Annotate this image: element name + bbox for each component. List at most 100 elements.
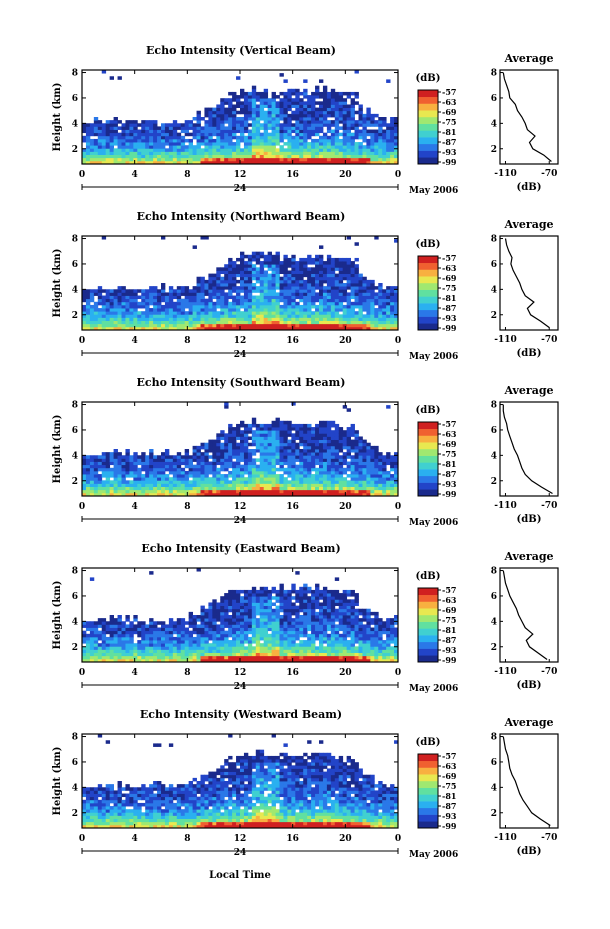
heatmap-cell (157, 138, 162, 143)
heatmap-cell (362, 445, 367, 450)
heatmap-cell (208, 308, 213, 312)
heatmap-cell (350, 320, 355, 325)
heatmap-cell (263, 483, 269, 487)
heatmap-cell (89, 474, 95, 478)
heatmap-cell (224, 615, 229, 619)
heatmap-cell (204, 452, 209, 456)
heatmap-cell (224, 596, 229, 600)
heatmap-cell (287, 138, 292, 143)
heatmap-cell (303, 270, 308, 274)
heatmap-cell (263, 117, 269, 121)
heatmap-cell (370, 132, 375, 137)
heatmap-cell (93, 148, 99, 152)
heatmap-cell (93, 636, 99, 641)
heatmap-cell (267, 467, 272, 472)
heatmap-cell (338, 449, 344, 453)
heatmap-cell (334, 101, 340, 105)
heatmap-cell (362, 458, 367, 462)
heatmap-cell (228, 483, 233, 487)
heatmap-cell (247, 160, 253, 165)
heatmap-cell (157, 658, 162, 663)
heatmap-cell (303, 120, 308, 124)
heatmap-cell (279, 323, 284, 328)
heatmap-cell (228, 270, 233, 274)
heatmap-cell (307, 113, 312, 118)
heatmap-cell (192, 311, 197, 315)
heatmap-cell (97, 298, 103, 303)
heatmap-cell (180, 455, 186, 459)
heatmap-cell (240, 301, 245, 306)
heatmap-cell (232, 304, 237, 309)
heatmap-cell (137, 458, 142, 462)
heatmap-cell (89, 658, 95, 663)
heatmap-cell (137, 323, 142, 328)
heatmap-cell (212, 148, 217, 152)
heatmap-cell (394, 157, 399, 162)
heatmap-cell (89, 483, 95, 487)
heatmap-cell (168, 320, 174, 325)
heatmap-cell (145, 633, 150, 638)
heatmap-cell (319, 442, 324, 447)
heatmap-cell (358, 445, 363, 450)
heatmap-cell (307, 467, 312, 472)
heatmap-cell (307, 470, 312, 475)
heatmap-cell (236, 257, 241, 262)
heatmap-cell (172, 464, 178, 469)
heatmap-cell (311, 433, 316, 437)
heatmap-cell (157, 630, 162, 635)
heatmap-cell (378, 123, 383, 127)
heatmap-cell (342, 151, 348, 155)
heatmap-cell (157, 464, 162, 469)
profile-x-tick-label: -70 (541, 335, 557, 345)
heatmap-cell (196, 138, 201, 143)
heatmap-cell (303, 486, 308, 491)
heatmap-cell (354, 145, 359, 149)
heatmap-cell (334, 474, 340, 478)
heatmap-cell (366, 455, 371, 459)
heatmap-cell (247, 308, 253, 312)
heatmap-cell (275, 492, 280, 497)
heatmap-cell (259, 423, 265, 428)
heatmap-cell (232, 107, 237, 112)
heatmap-cell (295, 323, 300, 328)
heatmap-cell (216, 633, 221, 638)
heatmap-cell (259, 267, 265, 271)
heatmap-cell (109, 320, 114, 325)
heatmap-cell (394, 492, 399, 497)
heatmap-cell (145, 304, 150, 309)
heatmap-cell (101, 486, 107, 491)
heatmap-cell (346, 295, 351, 300)
heatmap-cell (113, 621, 118, 625)
heatmap-cell (287, 101, 292, 105)
heatmap-cell (275, 151, 280, 155)
heatmap-cell (196, 467, 201, 472)
heatmap-cell (394, 129, 399, 134)
heatmap-cell (97, 311, 103, 315)
heatmap-cell (354, 129, 359, 134)
heatmap-cell (184, 317, 190, 321)
heatmap-cell (334, 442, 340, 447)
heatmap-cell (358, 132, 363, 137)
heatmap-cell (176, 157, 182, 162)
heatmap-cell (204, 464, 209, 469)
heatmap-cell (271, 427, 276, 431)
heatmap-cell (243, 286, 249, 290)
heatmap-cell (275, 295, 280, 300)
heatmap-cell (145, 458, 150, 462)
heatmap-cell (362, 123, 367, 127)
heatmap-cell (192, 655, 197, 660)
heatmap-cell (153, 652, 158, 657)
heatmap-cell (161, 323, 166, 328)
heatmap-cell (374, 470, 379, 475)
heatmap-cell (204, 304, 209, 309)
heatmap-cell (97, 326, 103, 331)
heatmap-cell (319, 145, 324, 149)
heatmap-cell (109, 461, 114, 466)
heatmap-cell (200, 652, 205, 657)
heatmap-cell (295, 148, 300, 152)
heatmap-cell (354, 264, 359, 268)
heatmap-cell (259, 154, 265, 159)
heatmap-cell (303, 289, 308, 293)
heatmap-cell (137, 646, 142, 650)
heatmap-cell (228, 148, 233, 152)
